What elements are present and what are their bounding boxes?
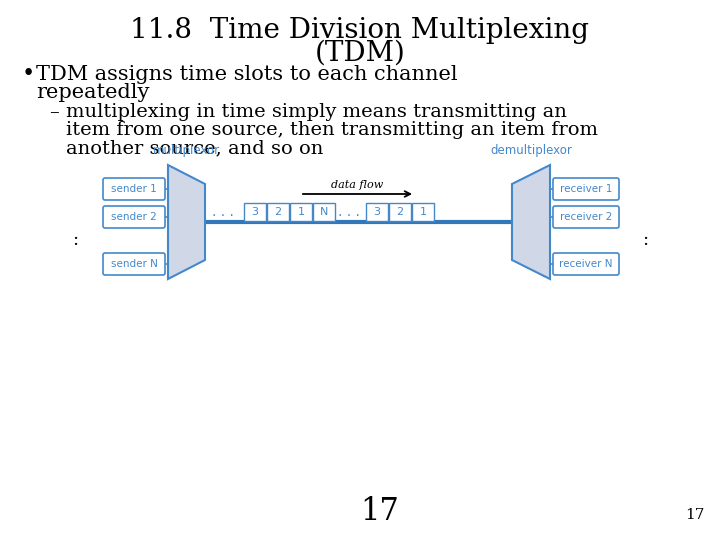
- Text: sender 2: sender 2: [111, 212, 157, 222]
- Text: 17: 17: [361, 496, 400, 528]
- FancyBboxPatch shape: [103, 253, 165, 275]
- Text: data flow: data flow: [331, 180, 384, 190]
- FancyBboxPatch shape: [553, 178, 619, 200]
- Text: •: •: [22, 63, 35, 85]
- FancyBboxPatch shape: [553, 206, 619, 228]
- FancyBboxPatch shape: [103, 206, 165, 228]
- Text: N: N: [320, 207, 328, 217]
- FancyBboxPatch shape: [103, 178, 165, 200]
- FancyBboxPatch shape: [389, 203, 411, 221]
- Polygon shape: [168, 165, 205, 279]
- Text: 2: 2: [397, 207, 404, 217]
- FancyBboxPatch shape: [244, 203, 266, 221]
- Text: receiver N: receiver N: [559, 259, 613, 269]
- Text: repeatedly: repeatedly: [36, 83, 150, 102]
- Text: . . .: . . .: [212, 205, 234, 219]
- Text: (TDM): (TDM): [315, 39, 405, 66]
- FancyBboxPatch shape: [366, 203, 388, 221]
- Text: another source, and so on: another source, and so on: [66, 139, 323, 157]
- Text: 1: 1: [297, 207, 305, 217]
- Text: demultiplexor: demultiplexor: [490, 144, 572, 157]
- Text: 3: 3: [251, 207, 258, 217]
- Polygon shape: [512, 165, 550, 279]
- Text: sender 1: sender 1: [111, 184, 157, 194]
- Text: . . .: . . .: [338, 205, 360, 219]
- Text: multiplexor: multiplexor: [153, 144, 220, 157]
- Text: 11.8  Time Division Multiplexing: 11.8 Time Division Multiplexing: [130, 17, 590, 44]
- FancyBboxPatch shape: [290, 203, 312, 221]
- Text: 1: 1: [420, 207, 426, 217]
- FancyBboxPatch shape: [267, 203, 289, 221]
- Text: :: :: [72, 231, 78, 249]
- Text: TDM assigns time slots to each channel: TDM assigns time slots to each channel: [36, 64, 458, 84]
- Text: receiver 1: receiver 1: [560, 184, 612, 194]
- FancyBboxPatch shape: [412, 203, 434, 221]
- FancyBboxPatch shape: [313, 203, 335, 221]
- Text: 3: 3: [374, 207, 380, 217]
- Text: 2: 2: [274, 207, 282, 217]
- Text: – multiplexing in time simply means transmitting an: – multiplexing in time simply means tran…: [50, 103, 567, 121]
- FancyBboxPatch shape: [553, 253, 619, 275]
- Text: 17: 17: [685, 508, 705, 522]
- Text: sender N: sender N: [111, 259, 158, 269]
- Text: receiver 2: receiver 2: [560, 212, 612, 222]
- Text: item from one source, then transmitting an item from: item from one source, then transmitting …: [66, 121, 598, 139]
- Text: :: :: [642, 231, 648, 249]
